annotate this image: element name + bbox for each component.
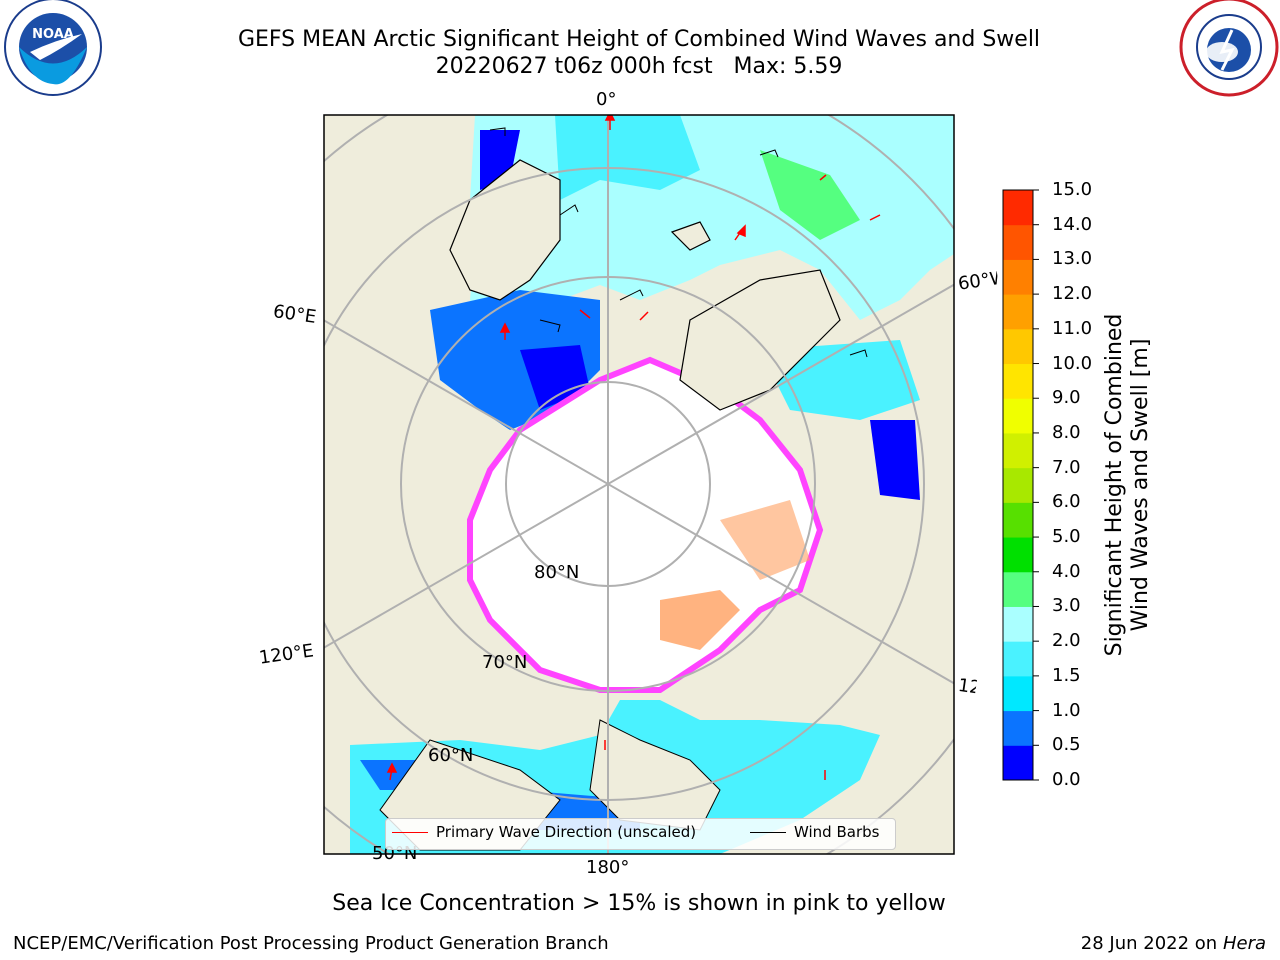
colorbar-segment [1003,363,1033,399]
colorbar-tick-label: 1.5 [1052,664,1081,686]
colorbar-segment [1003,502,1033,538]
lon-label-120w: 120°W [956,674,978,699]
lat-label-80n: 80°N [534,562,580,583]
colorbar-title: Significant Height of Combined Wind Wave… [1102,313,1153,657]
colorbar-segment [1003,328,1033,365]
iceland [670,221,711,251]
nws-logo [1179,0,1279,97]
map-frame [323,114,955,855]
colorbar-tick-label: 2.0 [1052,630,1081,652]
colorbar-segment [1003,259,1033,295]
colorbar-tick-label: 14.0 [1052,213,1093,235]
lat-label-70n: 70°N [482,652,528,673]
colorbar-tick-label: 13.0 [1052,248,1093,270]
colorbar-tick-label: 0.0 [1052,769,1081,790]
colorbar-segment [1003,537,1033,573]
polar-map [324,115,954,854]
sea-ice-note: Sea Ice Concentration > 15% is shown in … [332,891,946,916]
scandinavia [449,159,561,301]
colorbar-tick-label: 15.0 [1052,179,1093,200]
colorbar-tick-label: 9.0 [1052,387,1081,409]
colorbar-segment [1003,571,1033,607]
colorbar-tick-label: 3.0 [1052,595,1081,617]
greenland [679,269,841,411]
wind-barbs [489,127,868,358]
colorbar-tick-label: 5.0 [1052,526,1081,548]
legend-swatch-red-line [392,832,428,833]
colorbar-tick-label: 6.0 [1052,491,1081,513]
credit-branch: NCEP/EMC/Verification Post Processing Pr… [13,933,609,954]
graticule [324,115,954,854]
colorbar-tick-label: 10.0 [1052,352,1093,374]
lon-label-0: 0° [596,89,617,110]
colorbar-segment [1003,190,1033,226]
colorbar-frame [1002,189,1034,781]
credit-date: 28 Jun 2022 on Hera [1080,933,1266,954]
colorbar-segment [1003,467,1033,503]
colorbar-tick-label: 1.0 [1052,699,1081,721]
legend-swatch-black-line [750,832,786,833]
colorbar-segment [1003,745,1033,781]
colorbar-tick-label: 7.0 [1052,456,1081,478]
colorbar-segment [1003,224,1033,260]
lat-label-60n: 60°N [428,745,474,766]
noaa-logo: NOAA [4,0,102,96]
colorbar-segment [1003,710,1033,746]
colorbar-segment [1003,432,1033,469]
noaa-logo-text: NOAA [32,27,74,42]
colorbar-segment [1003,294,1033,330]
chart-subtitle: 20220627 t06z 000h fcst Max: 5.59 [435,54,843,79]
colorbar-tick-label: 12.0 [1052,283,1093,305]
colorbar [1002,189,1039,781]
colorbar-segment [1003,641,1033,677]
chukotka [589,719,721,831]
legend-item-wave-direction: Primary Wave Direction (unscaled) [392,823,696,841]
lon-label-180: 180° [586,857,630,878]
legend-item-wind-barbs: Wind Barbs [750,823,879,841]
wave-direction-arrows [386,115,881,781]
map-legend: Primary Wave Direction (unscaled) Wind B… [385,818,896,850]
chart-title: GEFS MEAN Arctic Significant Height of C… [237,27,1041,52]
colorbar-tick-label: 11.0 [1052,317,1093,339]
colorbar-segment [1003,675,1033,712]
colorbar-tick-label: 8.0 [1052,421,1081,443]
colorbar-tick-label: 0.5 [1052,734,1081,756]
colorbar-segment [1003,398,1033,434]
colorbar-tick-label: 4.0 [1052,560,1081,582]
colorbar-segment [1003,606,1033,642]
